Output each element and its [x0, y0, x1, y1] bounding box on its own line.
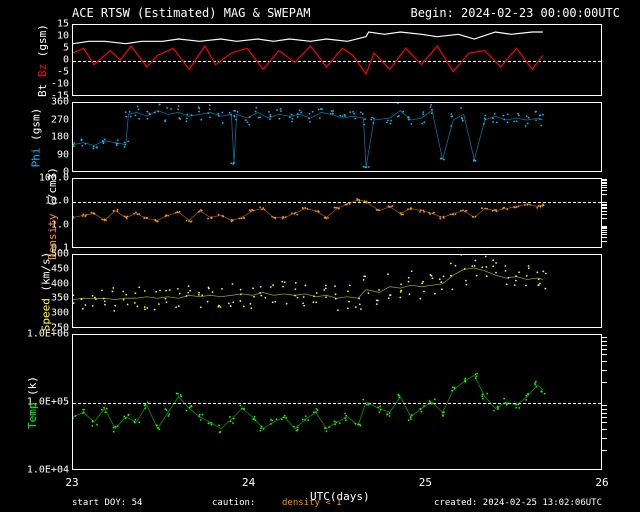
y-tick: 15 [57, 19, 69, 30]
y-tick: -10 [51, 79, 69, 90]
y-tick: 90 [57, 149, 69, 160]
caution-label: caution: [212, 498, 255, 508]
panel-temp [72, 334, 602, 470]
begin-time: Begin: 2024-02-23 00:00:00UTC [410, 6, 620, 20]
y-tick: 300 [51, 308, 69, 319]
y-tick: 360 [51, 97, 69, 108]
x-tick: 23 [65, 476, 78, 489]
y-tick: 180 [51, 132, 69, 143]
y-tick: 450 [51, 263, 69, 274]
y-tick: 1.0E+04 [27, 465, 69, 476]
panel-phi [72, 102, 602, 172]
y-tick: 5 [63, 43, 69, 54]
y-label-mag: Bt Bz (gsm) [36, 24, 49, 97]
y-tick: 500 [51, 249, 69, 260]
y-tick: 350 [51, 293, 69, 304]
x-tick: 26 [595, 476, 608, 489]
y-label-phi: Phi (gsm) [29, 108, 42, 168]
panel-speed [72, 254, 602, 328]
panel-density [72, 178, 602, 248]
y-label-speed: Speed (km/s) [39, 252, 52, 332]
y-tick: 400 [51, 278, 69, 289]
y-label-density: Density (/cm3) [46, 167, 59, 260]
title: ACE RTSW (Estimated) MAG & SWEPAM [72, 6, 310, 20]
x-tick: 25 [419, 476, 432, 489]
y-tick: 0 [63, 55, 69, 66]
density-caution: density < 1 [282, 498, 342, 508]
y-tick: 1.0E+06 [27, 329, 69, 340]
panel-mag [72, 24, 602, 96]
created-time: created: 2024-02-25 13:02:06UTC [434, 498, 602, 508]
y-label-temp: Temp (k) [26, 376, 39, 429]
y-tick: 270 [51, 114, 69, 125]
x-tick: 24 [242, 476, 255, 489]
y-tick: -5 [57, 67, 69, 78]
y-tick: 10 [57, 31, 69, 42]
start-doy: start DOY: 54 [72, 498, 142, 508]
